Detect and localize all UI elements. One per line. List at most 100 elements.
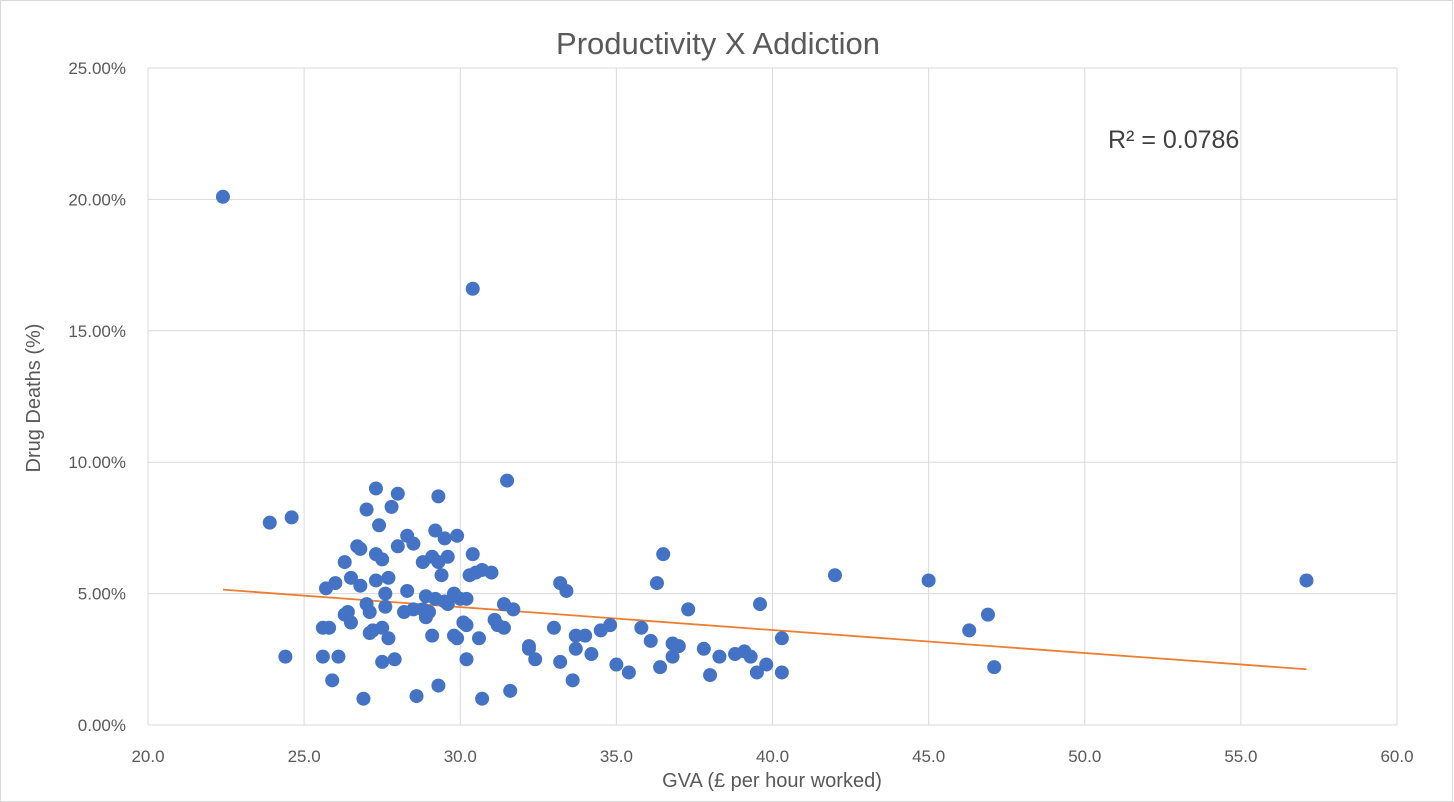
x-tick-label: 20.0 xyxy=(131,747,164,766)
data-point xyxy=(390,486,405,501)
x-tick-label: 35.0 xyxy=(600,747,633,766)
data-point xyxy=(431,489,446,504)
data-point xyxy=(749,665,764,680)
data-point xyxy=(372,518,387,533)
data-point xyxy=(528,652,543,667)
data-point xyxy=(328,576,343,591)
data-point xyxy=(753,597,768,612)
data-point xyxy=(1299,573,1314,588)
data-point xyxy=(381,631,396,646)
data-point xyxy=(400,583,415,598)
data-point xyxy=(634,620,649,635)
data-point xyxy=(406,536,421,551)
data-point xyxy=(506,602,521,617)
data-point xyxy=(671,639,686,654)
trendline-layer xyxy=(222,588,1307,671)
data-point xyxy=(450,631,465,646)
data-point xyxy=(712,649,727,664)
r-squared-label: R² = 0.0786 xyxy=(1108,126,1239,154)
data-point xyxy=(465,547,480,562)
data-point xyxy=(827,568,842,583)
data-point xyxy=(440,549,455,564)
data-point xyxy=(546,620,561,635)
data-point xyxy=(475,691,490,706)
data-point xyxy=(553,654,568,669)
data-point xyxy=(278,649,293,664)
data-point xyxy=(422,604,437,619)
data-point xyxy=(362,604,377,619)
data-point xyxy=(381,570,396,585)
data-point xyxy=(337,555,352,570)
data-point xyxy=(437,531,452,546)
data-point xyxy=(331,649,346,664)
data-point xyxy=(987,660,1002,675)
y-tick-label: 5.00% xyxy=(78,585,126,604)
data-point xyxy=(459,591,474,606)
data-point xyxy=(375,552,390,567)
data-point xyxy=(980,607,995,622)
data-point xyxy=(356,691,371,706)
data-point xyxy=(459,652,474,667)
y-tick-label: 20.00% xyxy=(68,190,126,209)
data-point xyxy=(653,660,668,675)
data-point xyxy=(340,604,355,619)
data-point xyxy=(484,565,499,580)
data-point xyxy=(743,649,758,664)
data-point xyxy=(325,673,340,688)
data-point xyxy=(378,586,393,601)
data-point xyxy=(584,647,599,662)
x-tick-label: 25.0 xyxy=(288,747,321,766)
data-point xyxy=(521,641,536,656)
data-point xyxy=(774,631,789,646)
data-point xyxy=(603,618,618,633)
data-points xyxy=(215,189,1314,706)
data-point xyxy=(565,673,580,688)
data-point xyxy=(703,668,718,683)
data-point xyxy=(434,568,449,583)
data-point xyxy=(384,499,399,514)
data-point xyxy=(378,599,393,614)
x-axis-ticks: 20.0 25.0 30.0 35.0 40.0 45.0 50.0 55.0 60.0 xyxy=(131,747,1413,766)
data-point xyxy=(425,628,440,643)
data-point xyxy=(353,541,368,556)
data-point xyxy=(387,652,402,667)
data-point xyxy=(368,573,383,588)
x-tick-label: 30.0 xyxy=(444,747,477,766)
data-point xyxy=(450,528,465,543)
data-point xyxy=(962,623,977,638)
data-point xyxy=(471,631,486,646)
data-point xyxy=(359,502,374,517)
data-point xyxy=(353,578,368,593)
data-point xyxy=(465,281,480,296)
x-tick-label: 60.0 xyxy=(1380,747,1413,766)
data-point xyxy=(284,510,299,525)
chart-title: Productivity X Addiction xyxy=(556,26,880,61)
data-point xyxy=(609,657,624,672)
data-point xyxy=(621,665,636,680)
data-point xyxy=(921,573,936,588)
data-point xyxy=(440,597,455,612)
data-point xyxy=(665,649,680,664)
data-point xyxy=(578,628,593,643)
y-axis-label: Drug Deaths (%) xyxy=(23,324,45,473)
data-point xyxy=(322,620,337,635)
data-point xyxy=(409,689,424,704)
x-axis-label: GVA (£ per hour worked) xyxy=(662,770,882,792)
y-tick-label: 25.00% xyxy=(68,59,126,78)
y-tick-label: 0.00% xyxy=(78,716,126,735)
data-point xyxy=(375,620,390,635)
data-point xyxy=(431,678,446,693)
gridlines xyxy=(147,67,1398,726)
data-point xyxy=(559,583,574,598)
data-point xyxy=(215,189,230,204)
x-tick-label: 50.0 xyxy=(1068,747,1101,766)
data-point xyxy=(343,615,358,630)
data-point xyxy=(649,576,664,591)
data-point xyxy=(390,539,405,554)
data-point xyxy=(774,665,789,680)
data-point xyxy=(568,641,583,656)
y-tick-label: 10.00% xyxy=(68,453,126,472)
